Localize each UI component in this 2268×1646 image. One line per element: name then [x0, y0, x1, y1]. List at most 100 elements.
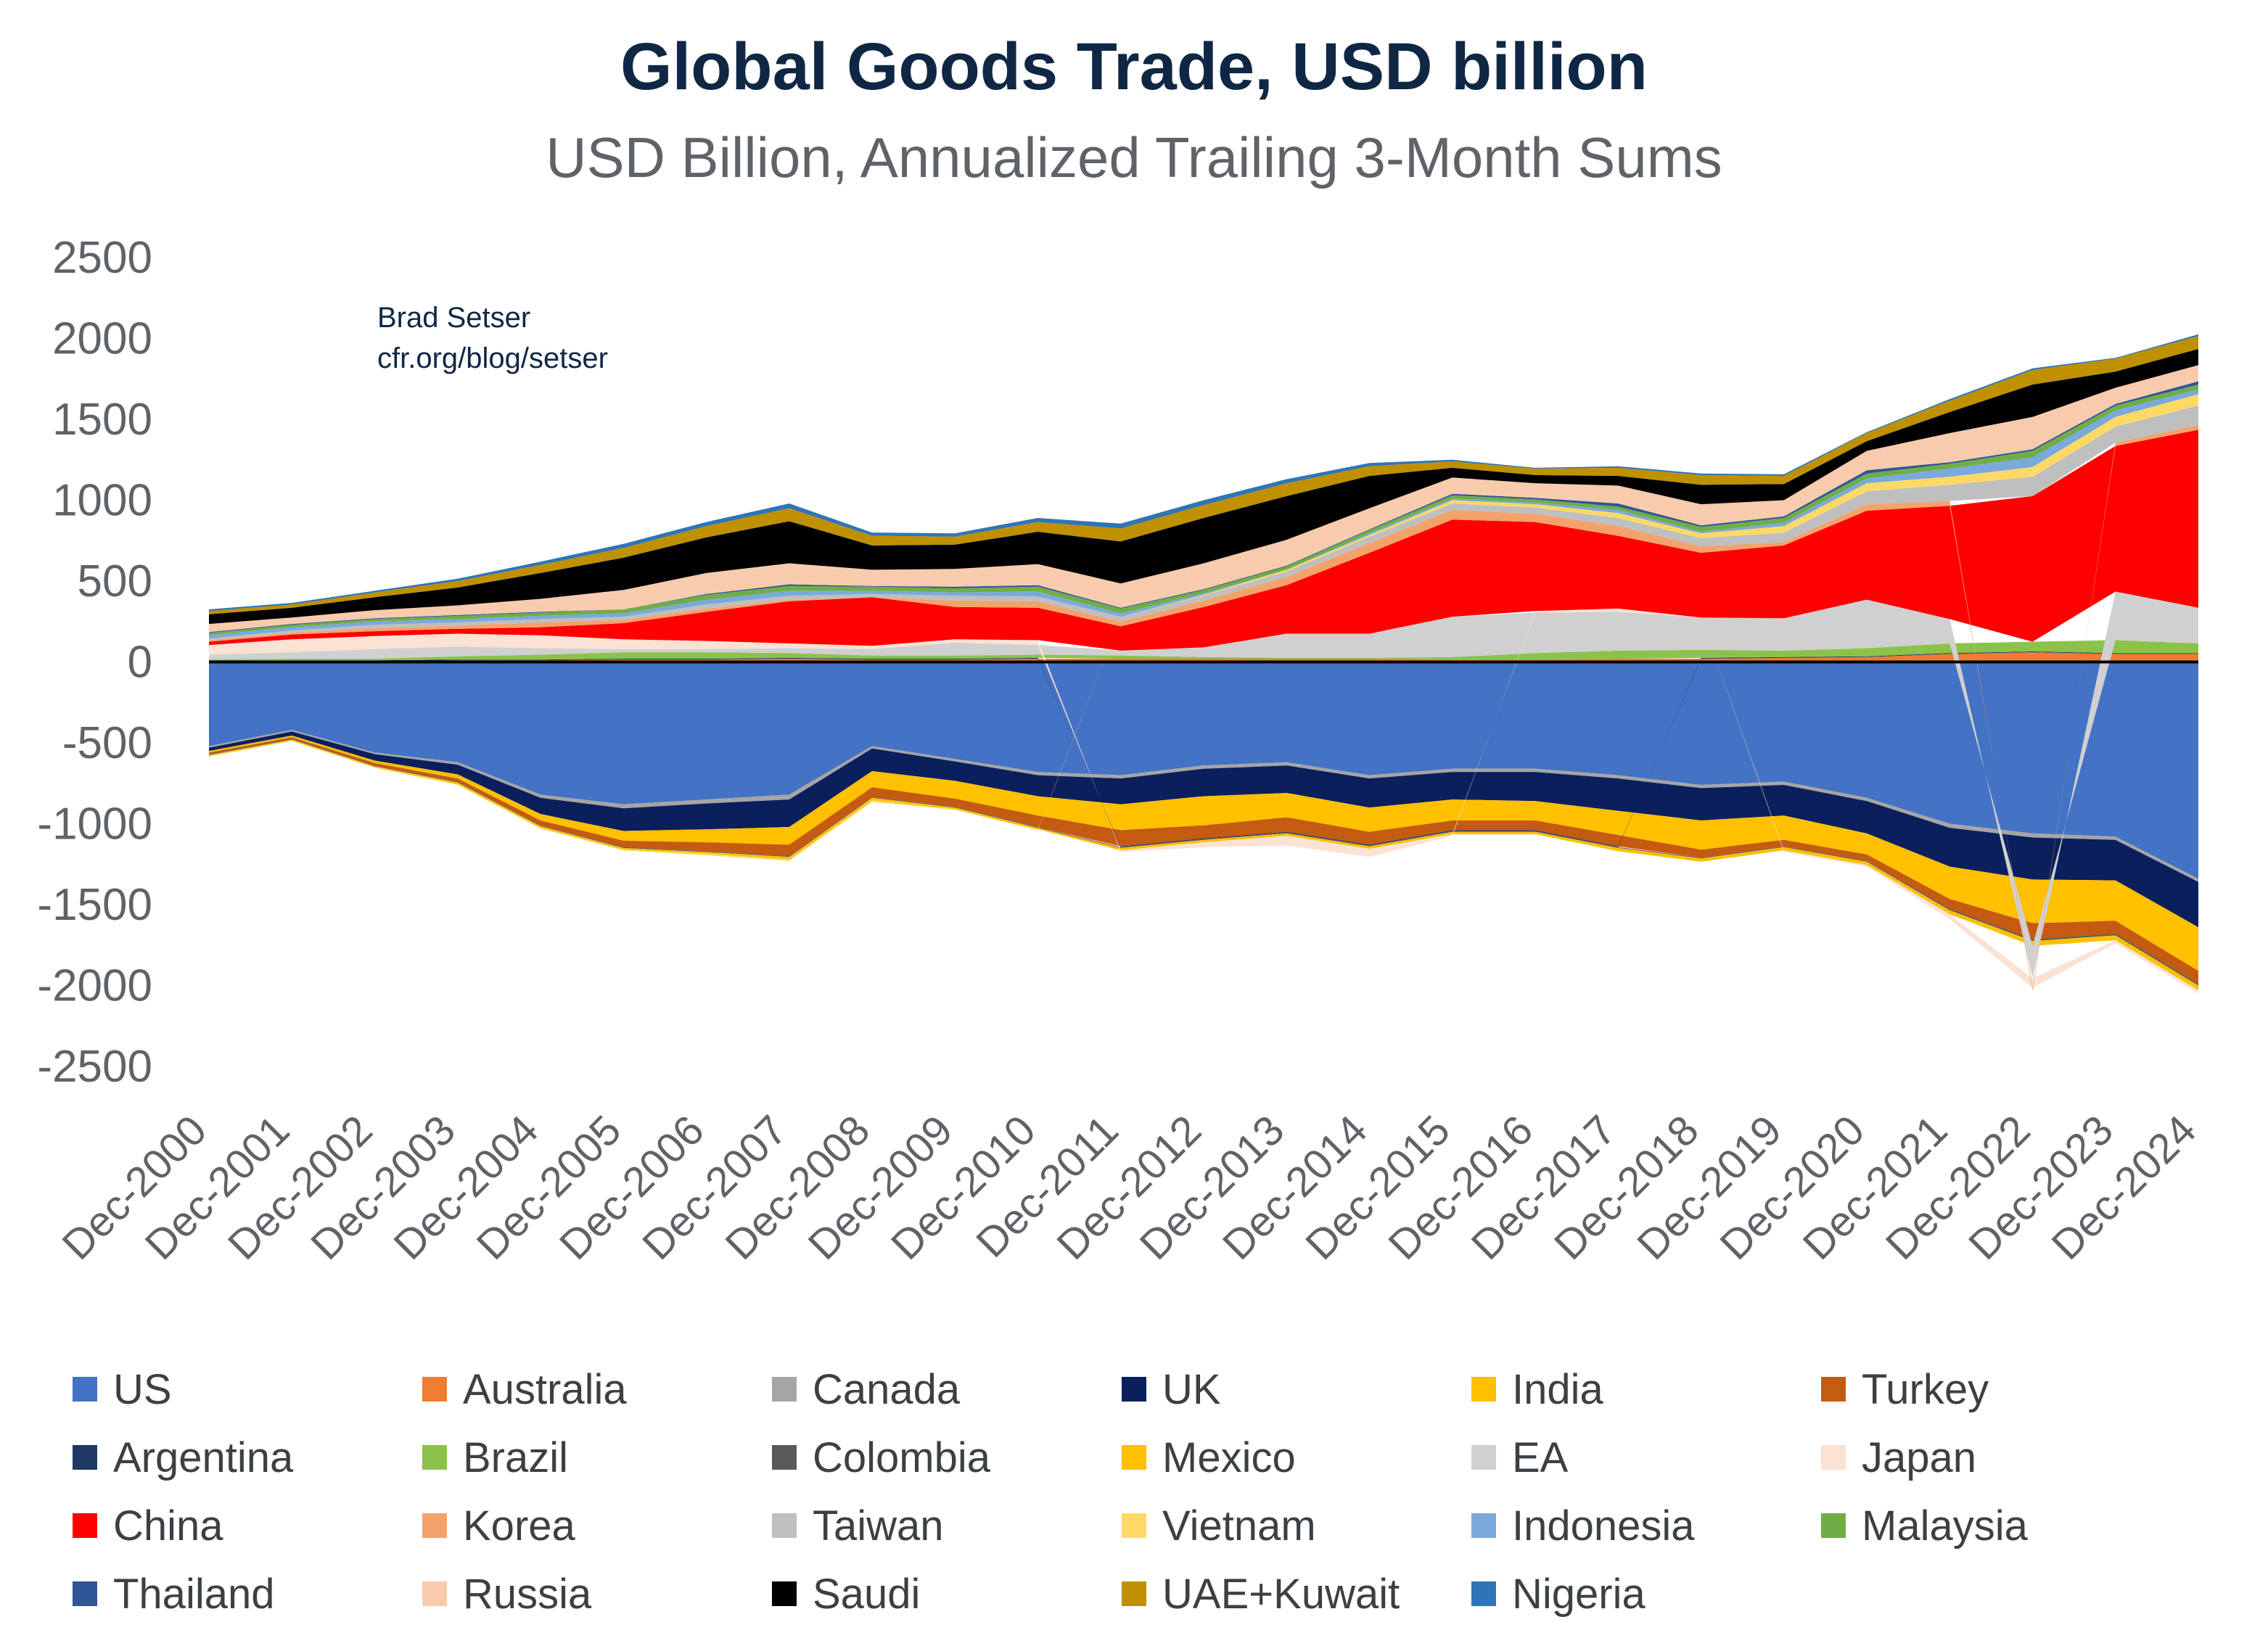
- legend-label: Nigeria: [1512, 1570, 1645, 1618]
- x-axis: Dec-2000Dec-2001Dec-2002Dec-2003Dec-2004…: [53, 1106, 2205, 1269]
- legend-item: Saudi: [772, 1568, 920, 1619]
- legend-swatch: [422, 1445, 447, 1470]
- y-tick-label: 1500: [52, 395, 152, 445]
- legend-label: India: [1512, 1365, 1603, 1413]
- y-tick-label: -500: [62, 718, 152, 768]
- legend-swatch: [73, 1513, 97, 1538]
- y-tick-label: 2500: [52, 233, 152, 283]
- legend-label: China: [113, 1502, 223, 1550]
- series-area-japan: [209, 608, 2198, 994]
- legend-swatch: [772, 1513, 797, 1538]
- legend-item: India: [1471, 1364, 1603, 1415]
- series-area-uk: [209, 731, 2198, 928]
- legend-swatch: [73, 1581, 97, 1606]
- series-area-russia: [209, 365, 2198, 633]
- legend-label: Russia: [463, 1570, 592, 1618]
- legend-swatch: [73, 1377, 97, 1402]
- y-tick-label: -1000: [37, 799, 152, 849]
- legend-item: Canada: [772, 1364, 960, 1415]
- legend-item: UK: [1122, 1364, 1221, 1415]
- y-tick-label: 0: [128, 638, 152, 688]
- y-tick-label: -2500: [37, 1042, 152, 1092]
- legend-label: Colombia: [813, 1433, 990, 1481]
- legend-item: Turkey: [1821, 1364, 1989, 1415]
- legend-swatch: [422, 1513, 447, 1538]
- legend-label: Malaysia: [1862, 1502, 2028, 1550]
- y-axis: 2500 2000 1500 1000 500 0 -500 -1000 -1500 -2000 -…: [37, 233, 152, 1092]
- series-layer: [209, 334, 2198, 994]
- series-area-brazil: [209, 640, 2198, 661]
- legend-label: Saudi: [813, 1570, 921, 1618]
- y-tick-label: -2000: [37, 961, 152, 1011]
- legend-label: Japan: [1862, 1433, 1977, 1481]
- series-area-uae-kuwait: [209, 336, 2198, 614]
- y-tick-label: 2000: [52, 314, 152, 364]
- legend-label: Turkey: [1862, 1365, 1989, 1413]
- legend-item: Malaysia: [1821, 1500, 2028, 1551]
- series-area-saudi: [209, 349, 2198, 625]
- legend-label: Vietnam: [1162, 1502, 1316, 1550]
- legend-swatch: [772, 1377, 797, 1402]
- y-tick-label: 1000: [52, 476, 152, 526]
- legend-item: Brazil: [422, 1432, 568, 1483]
- legend-swatch: [1122, 1513, 1146, 1538]
- legend-label: Korea: [463, 1502, 575, 1550]
- legend-item: Argentina: [73, 1432, 293, 1483]
- legend-item: Mexico: [1122, 1432, 1296, 1483]
- credit: Brad Setser cfr.org/blog/setser: [377, 297, 608, 379]
- series-area-china: [209, 429, 2198, 651]
- legend-label: Indonesia: [1512, 1502, 1695, 1550]
- legend-item: China: [73, 1500, 223, 1551]
- legend-label: UK: [1162, 1365, 1221, 1413]
- legend-swatch: [1471, 1445, 1496, 1470]
- legend-swatch: [422, 1377, 447, 1402]
- legend-swatch: [772, 1581, 797, 1606]
- legend-label: Argentina: [113, 1433, 294, 1481]
- series-area-canada: [209, 730, 2198, 882]
- legend-swatch: [1471, 1581, 1496, 1606]
- legend-swatch: [73, 1445, 97, 1470]
- credit-url: cfr.org/blog/setser: [377, 342, 608, 374]
- legend-label: Taiwan: [813, 1502, 944, 1550]
- legend-swatch: [772, 1445, 797, 1470]
- legend-item: Vietnam: [1122, 1500, 1316, 1551]
- legend-label: Australia: [463, 1365, 627, 1413]
- legend-label: Brazil: [463, 1433, 569, 1481]
- stacked-area-chart: 2500 2000 1500 1000 500 0 -500 -1000 -1500 -2000 -…: [37, 233, 2205, 1269]
- legend-item: Thailand: [73, 1568, 274, 1619]
- legend-label: EA: [1512, 1433, 1569, 1481]
- legend-label: Canada: [813, 1365, 961, 1413]
- legend-swatch: [1122, 1377, 1146, 1402]
- legend-item: Australia: [422, 1364, 627, 1415]
- legend-label: Thailand: [113, 1570, 275, 1618]
- legend-swatch: [1471, 1513, 1496, 1538]
- credit-author: Brad Setser: [377, 302, 531, 334]
- legend-item: UAE+Kuwait: [1122, 1568, 1400, 1619]
- legend-label: UAE+Kuwait: [1162, 1570, 1400, 1618]
- legend-item: Indonesia: [1471, 1500, 1695, 1551]
- legend-item: EA: [1471, 1432, 1568, 1483]
- legend-swatch: [422, 1581, 447, 1606]
- legend-swatch: [1821, 1445, 1846, 1470]
- legend-item: Colombia: [772, 1432, 990, 1483]
- legend-label: US: [113, 1365, 172, 1413]
- legend-label: Mexico: [1162, 1433, 1296, 1481]
- chart-title: Global Goods Trade, USD billion: [620, 30, 1648, 104]
- legend-swatch: [1122, 1581, 1146, 1606]
- series-area-us: [209, 662, 2198, 879]
- legend-item: Japan: [1821, 1432, 1976, 1483]
- legend-item: Nigeria: [1471, 1568, 1645, 1619]
- legend-swatch: [1122, 1445, 1146, 1470]
- legend-item: Korea: [422, 1500, 575, 1551]
- legend-item: US: [73, 1364, 172, 1415]
- legend-item: Taiwan: [772, 1500, 944, 1551]
- y-tick-label: -1500: [37, 880, 152, 930]
- legend-item: Russia: [422, 1568, 591, 1619]
- legend-swatch: [1821, 1513, 1846, 1538]
- legend-swatch: [1471, 1377, 1496, 1402]
- y-tick-label: 500: [78, 556, 152, 606]
- legend-swatch: [1821, 1377, 1846, 1402]
- chart-subtitle: USD Billion, Annualized Trailing 3-Month…: [546, 125, 1722, 189]
- series-area-malaysia: [209, 384, 2198, 635]
- series-area-australia: [209, 652, 2198, 662]
